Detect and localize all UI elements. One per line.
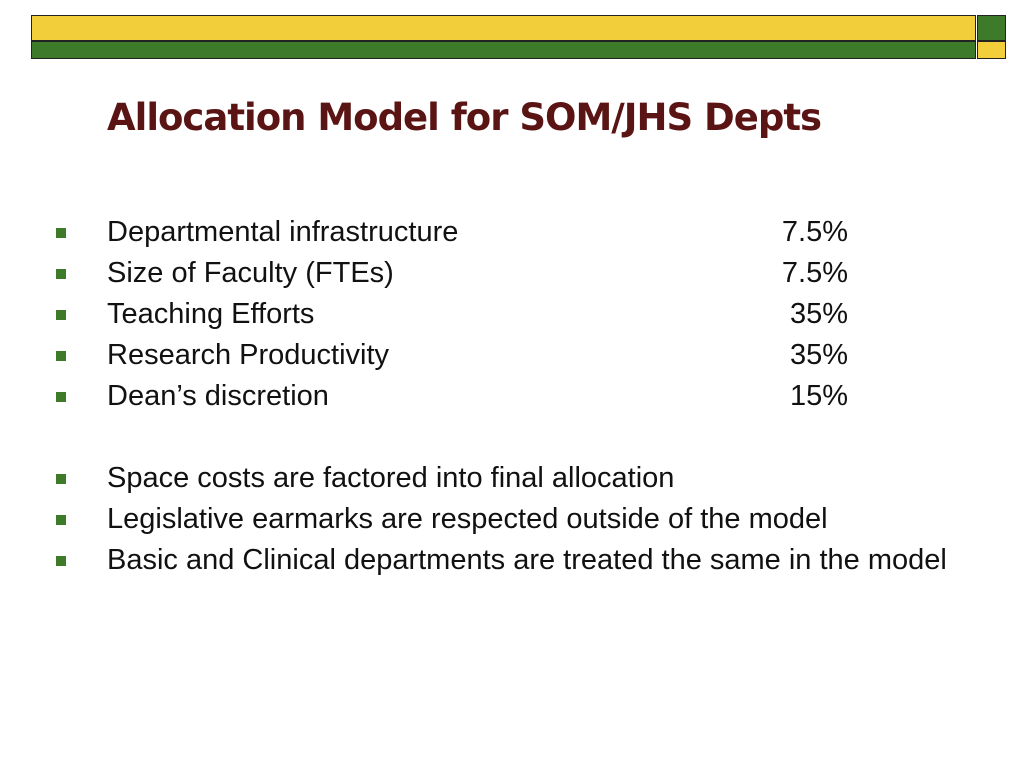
allocation-label: Size of Faculty (FTEs) <box>107 257 394 289</box>
allocation-item: Dean’s discretion 15% <box>56 380 856 413</box>
note-item: Legislative earmarks are respected outsi… <box>56 503 976 536</box>
allocation-item: Size of Faculty (FTEs) 7.5% <box>56 257 856 290</box>
slide-title: Allocation Model for SOM/JHS Depts <box>107 96 822 139</box>
allocation-percent: 7.5% <box>781 257 848 289</box>
square-bullet-icon <box>56 351 66 361</box>
header-green-bar <box>31 41 976 59</box>
note-text: Basic and Clinical departments are treat… <box>107 544 947 576</box>
allocation-label: Teaching Efforts <box>107 298 315 330</box>
allocation-percent: 35% <box>789 339 848 371</box>
note-text: Space costs are factored into final allo… <box>107 462 675 494</box>
note-text: Legislative earmarks are respected outsi… <box>107 503 828 535</box>
allocation-item: Departmental infrastructure 7.5% <box>56 216 856 249</box>
allocation-percent: 15% <box>789 380 848 412</box>
notes-list: Space costs are factored into final allo… <box>56 462 976 585</box>
allocation-label: Dean’s discretion <box>107 380 329 412</box>
allocation-item: Teaching Efforts 35% <box>56 298 856 331</box>
header-yellow-bar <box>31 15 976 41</box>
allocation-item: Research Productivity 35% <box>56 339 856 372</box>
square-bullet-icon <box>56 269 66 279</box>
allocation-list: Departmental infrastructure 7.5% Size of… <box>56 216 856 421</box>
square-bullet-icon <box>56 228 66 238</box>
allocation-label: Research Productivity <box>107 339 390 371</box>
allocation-percent: 35% <box>789 298 848 330</box>
header-decoration <box>31 15 1006 59</box>
square-bullet-icon <box>56 515 66 525</box>
header-green-square <box>977 15 1006 41</box>
header-yellow-square <box>977 41 1006 59</box>
square-bullet-icon <box>56 556 66 566</box>
square-bullet-icon <box>56 310 66 320</box>
note-item: Space costs are factored into final allo… <box>56 462 976 495</box>
note-item: Basic and Clinical departments are treat… <box>56 544 976 577</box>
allocation-label: Departmental infrastructure <box>107 216 459 248</box>
square-bullet-icon <box>56 392 66 402</box>
square-bullet-icon <box>56 474 66 484</box>
allocation-percent: 7.5% <box>781 216 848 248</box>
